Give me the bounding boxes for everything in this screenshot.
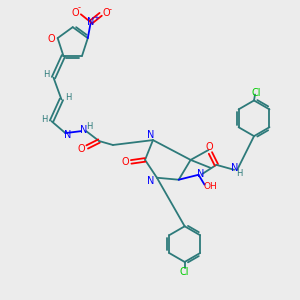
Text: H: H [65,93,71,102]
Text: O: O [103,8,110,18]
Text: O: O [122,157,129,167]
Text: N: N [147,130,155,140]
Text: O: O [48,34,56,44]
Text: N: N [64,130,71,140]
Text: N: N [80,125,87,135]
Text: H: H [41,115,48,124]
Text: Cl: Cl [251,88,261,98]
Text: OH: OH [204,182,217,191]
Text: N: N [147,176,155,186]
Text: Cl: Cl [180,267,189,277]
Text: H: H [44,70,50,79]
Text: N: N [197,169,204,179]
Text: H: H [236,169,242,178]
Text: N: N [230,163,238,173]
Text: H: H [86,122,92,131]
Text: -: - [77,3,80,12]
Text: -: - [109,5,112,14]
Text: O: O [77,144,85,154]
Text: N: N [87,17,94,27]
Text: O: O [71,8,79,18]
Text: O: O [206,142,213,152]
Text: +: + [93,15,99,21]
